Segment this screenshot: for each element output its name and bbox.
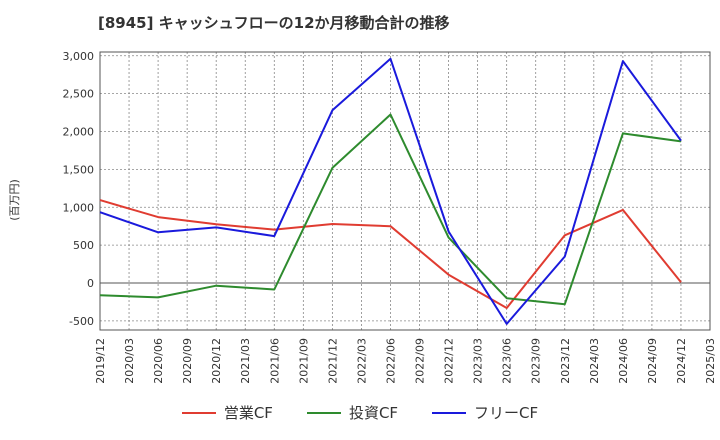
x-tick-label: 2021/06 bbox=[268, 338, 281, 384]
legend-label-operating-cf: 営業CF bbox=[223, 404, 273, 422]
y-axis-label: (百万円) bbox=[8, 179, 21, 221]
x-tick-label: 2020/03 bbox=[123, 338, 136, 384]
x-tick-label: 2023/06 bbox=[501, 338, 514, 384]
tick-labels: 2019/12 2020/03 2020/06 2020/09 2020/12 2021/… bbox=[63, 50, 718, 384]
x-tick-label: 2025/03 bbox=[704, 338, 717, 384]
plot-frame bbox=[99, 51, 711, 331]
x-tick-label: 2024/09 bbox=[646, 338, 659, 384]
x-tick-label: 2022/12 bbox=[443, 338, 456, 384]
x-tick-label: 2020/12 bbox=[210, 338, 223, 384]
legend-swatch-operating-cf bbox=[181, 411, 216, 414]
x-tick-label: 2022/03 bbox=[355, 338, 368, 384]
y-tick-label: 0 bbox=[87, 277, 94, 290]
y-tick-label: 500 bbox=[73, 239, 94, 252]
series-line-free-cf bbox=[99, 57, 682, 325]
x-tick-label: 2020/06 bbox=[152, 338, 165, 384]
legend-swatch-investing-cf bbox=[306, 411, 341, 414]
legend: 営業CF 投資CF フリーCF bbox=[0, 402, 720, 423]
x-tick-label: 2021/03 bbox=[239, 338, 252, 384]
x-tick-label: 2022/09 bbox=[414, 338, 427, 384]
x-tick-label: 2021/12 bbox=[326, 338, 339, 384]
x-tick-label: 2023/12 bbox=[559, 338, 572, 384]
series-lines bbox=[99, 57, 682, 325]
x-tick-label: 2020/09 bbox=[181, 338, 194, 384]
legend-item-free-cf: フリーCF bbox=[432, 402, 538, 423]
legend-item-investing-cf: 投資CF bbox=[306, 402, 399, 423]
legend-label-free-cf: フリーCF bbox=[474, 404, 539, 422]
x-tick-label: 2023/03 bbox=[472, 338, 485, 384]
y-tick-label: 1,500 bbox=[63, 163, 95, 176]
y-tick-label: 2,500 bbox=[63, 88, 95, 101]
legend-swatch-free-cf bbox=[432, 411, 467, 414]
x-tick-label: 2023/09 bbox=[530, 338, 543, 384]
x-tick-label: 2021/09 bbox=[297, 338, 310, 384]
x-tick-label: 2019/12 bbox=[94, 338, 107, 384]
y-tick-label: 2,000 bbox=[63, 126, 95, 139]
axes bbox=[99, 51, 711, 331]
x-tick-label: 2024/12 bbox=[675, 338, 688, 384]
x-tick-label: 2022/06 bbox=[384, 338, 397, 384]
y-tick-label: 1,000 bbox=[63, 201, 95, 214]
y-tick-label: -500 bbox=[69, 315, 94, 328]
x-tick-label: 2024/03 bbox=[588, 338, 601, 384]
legend-label-investing-cf: 投資CF bbox=[348, 404, 399, 422]
grid bbox=[100, 52, 710, 330]
x-tick-label: 2024/06 bbox=[617, 338, 630, 384]
chart-title: [8945] キャッシュフローの12か月移動合計の推移 bbox=[98, 14, 450, 32]
series-line-operating-cf bbox=[99, 199, 682, 309]
y-tick-label: 3,000 bbox=[63, 50, 95, 63]
series-line-investing-cf bbox=[99, 113, 682, 306]
legend-item-operating-cf: 営業CF bbox=[181, 402, 273, 423]
